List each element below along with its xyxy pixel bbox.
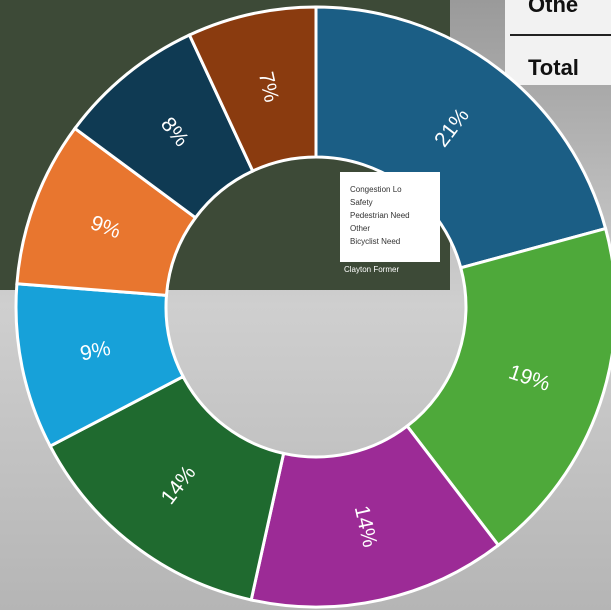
- table-cell: Total: [528, 55, 579, 80]
- chart: Othe Total 21%19%14%14%9%9%8%7% Congesti…: [0, 0, 611, 610]
- legend-item: Congestion Lo: [350, 185, 402, 194]
- legend-item: Bicyclist Need: [350, 237, 400, 246]
- table-cell: Othe: [528, 0, 578, 17]
- legend-item: Other: [350, 224, 370, 233]
- legend-item: Safety: [350, 198, 373, 207]
- legend-item: Pedestrian Need: [350, 211, 410, 220]
- map-place: Clayton Former: [344, 265, 399, 274]
